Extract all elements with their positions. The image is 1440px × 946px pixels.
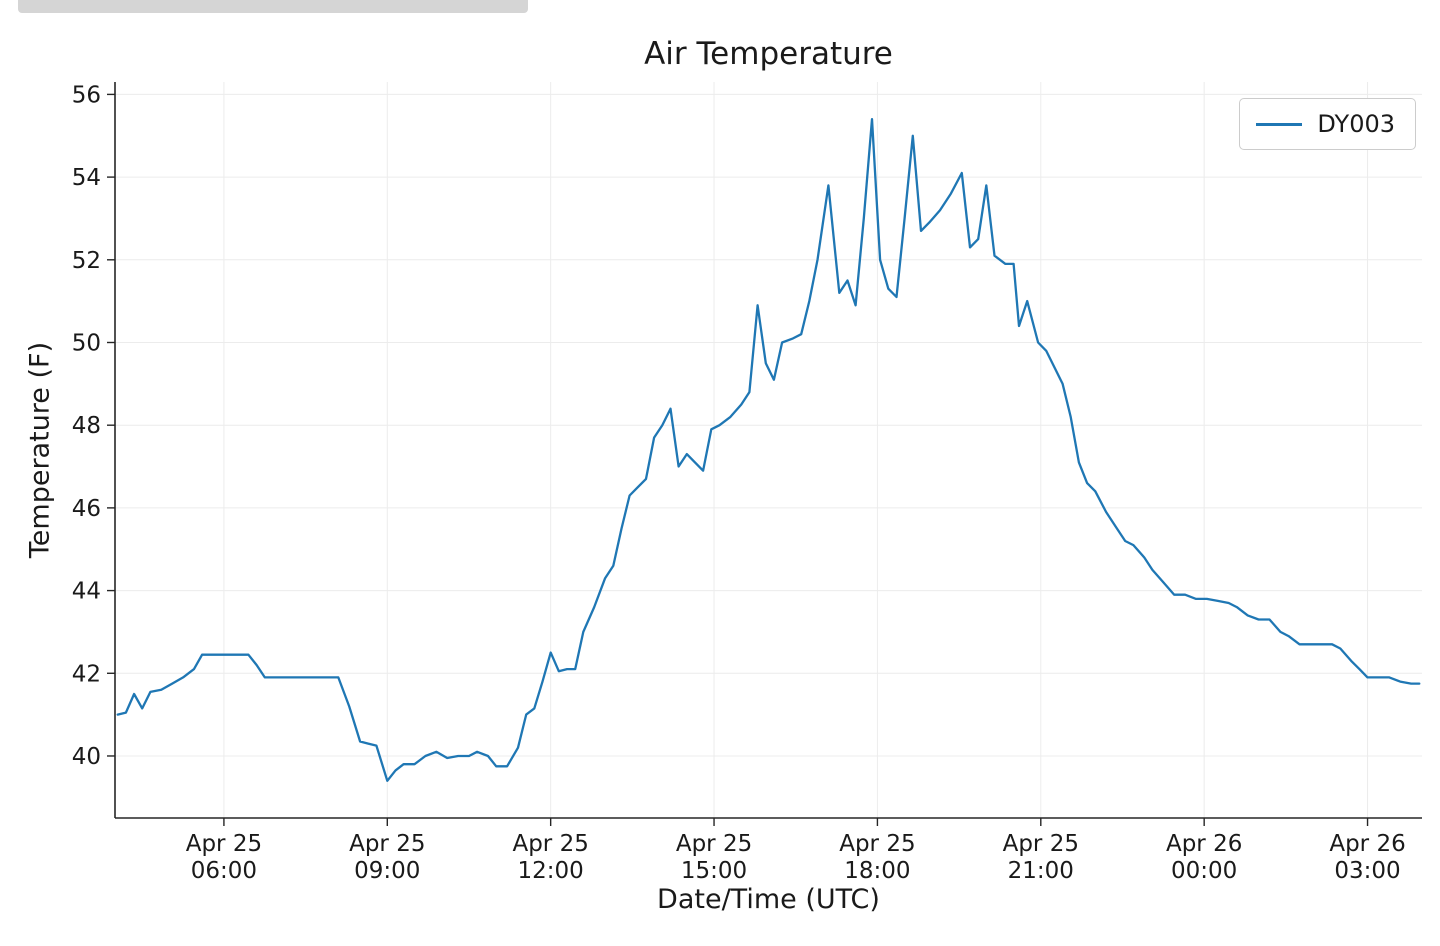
x-tick-label-time: 21:00 xyxy=(1008,858,1074,884)
chart-title: Air Temperature xyxy=(644,36,893,72)
y-tick-label: 50 xyxy=(72,330,101,356)
x-tick-label-date: Apr 25 xyxy=(349,831,425,857)
x-tick-label-date: Apr 25 xyxy=(1003,831,1079,857)
x-tick-label-date: Apr 25 xyxy=(512,831,588,857)
x-tick-label-time: 00:00 xyxy=(1171,858,1237,884)
y-tick-label: 46 xyxy=(72,496,101,522)
x-tick-label-date: Apr 25 xyxy=(676,831,752,857)
screen-artifact xyxy=(18,0,528,13)
y-tick-label: 48 xyxy=(72,413,101,439)
x-tick-label-time: 09:00 xyxy=(354,858,420,884)
x-tick-label-time: 18:00 xyxy=(844,858,910,884)
legend: DY003 xyxy=(1239,98,1416,150)
x-tick-label-date: Apr 26 xyxy=(1329,831,1405,857)
y-tick-label: 40 xyxy=(72,744,101,770)
x-tick-label-time: 06:00 xyxy=(191,858,257,884)
y-tick-label: 52 xyxy=(72,248,101,274)
x-axis-label: Date/Time (UTC) xyxy=(657,884,880,915)
x-tick-label-time: 03:00 xyxy=(1334,858,1400,884)
x-tick-label-date: Apr 26 xyxy=(1166,831,1242,857)
x-tick-label-time: 12:00 xyxy=(518,858,584,884)
series-line-dy003 xyxy=(116,118,1421,782)
y-tick-label: 42 xyxy=(72,661,101,687)
x-tick-label-date: Apr 25 xyxy=(186,831,262,857)
y-tick-label: 44 xyxy=(72,579,101,605)
x-tick-label-time: 15:00 xyxy=(681,858,747,884)
legend-label: DY003 xyxy=(1317,110,1395,138)
y-tick-label: 56 xyxy=(72,82,101,108)
x-tick-label-date: Apr 25 xyxy=(839,831,915,857)
y-tick-label: 54 xyxy=(72,165,101,191)
y-axis-label: Temperature (F) xyxy=(24,341,56,559)
legend-line-sample xyxy=(1256,122,1303,126)
